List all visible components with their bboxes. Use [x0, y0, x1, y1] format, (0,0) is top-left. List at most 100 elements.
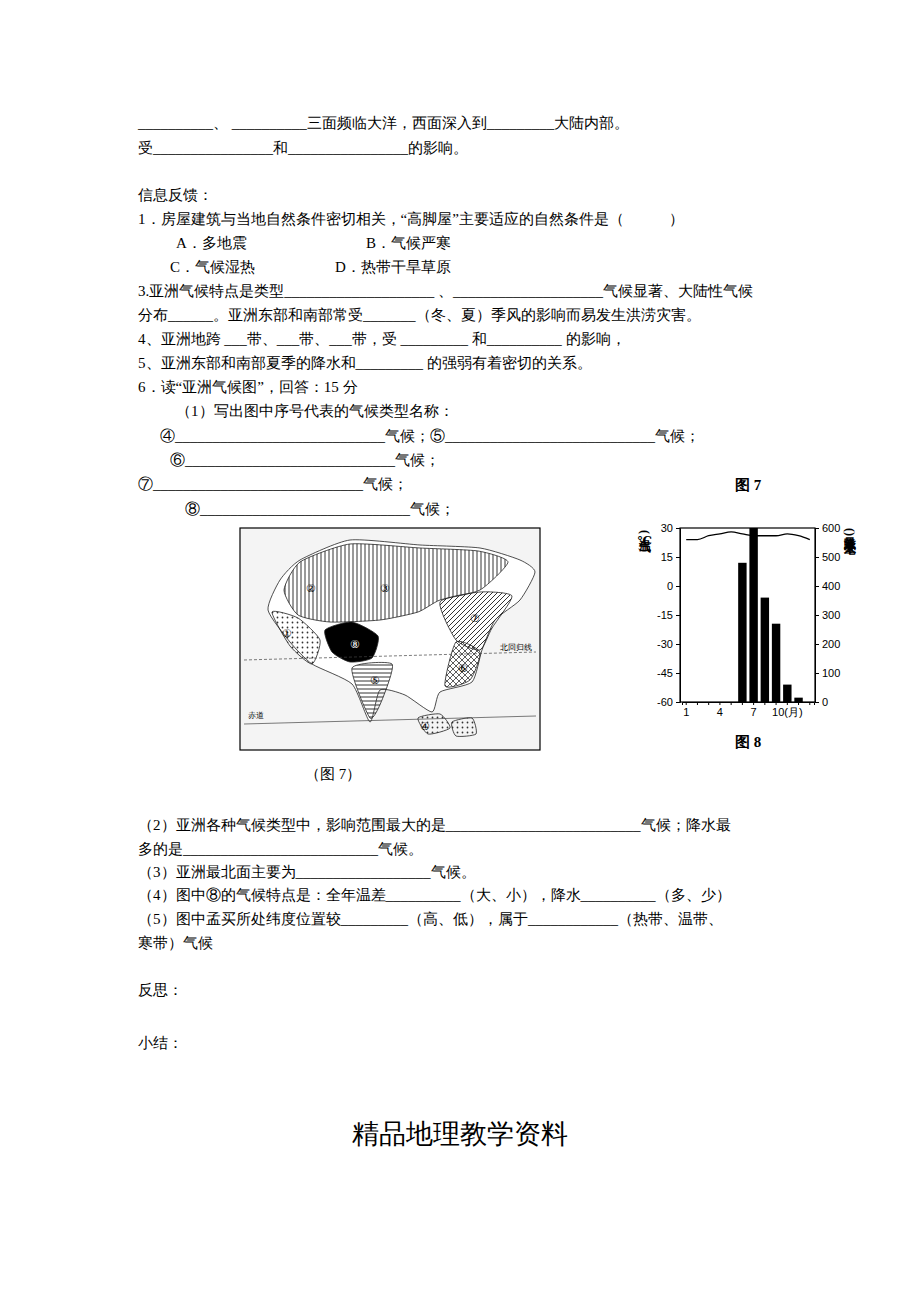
text-line: （1）写出图中序号代表的气候类型名称： [176, 403, 454, 419]
tick-mark [676, 528, 680, 529]
y-axis: -60 -45 -30 -15 0 15 30 [657, 522, 680, 708]
climate-region [325, 622, 379, 662]
tick-mark [731, 702, 732, 705]
tick: 0 [815, 696, 828, 708]
map-label: ① [282, 627, 292, 639]
tick-label: -45 [657, 667, 673, 679]
tick-mark [776, 702, 777, 705]
tick-mark [676, 644, 680, 645]
tick: 100 [815, 667, 840, 679]
map-label: ④ [420, 720, 430, 732]
figure-label: 图 7 [735, 477, 762, 493]
axis-line [676, 529, 681, 703]
tick-label: 0 [822, 696, 828, 708]
text-line: 反思： [138, 982, 183, 998]
x-axis: 1 4 7 10(月) [683, 702, 815, 718]
tick-mark [798, 702, 799, 705]
text-line: 4、亚洲地跨 ___带、___带、___带，受 _________ 和_____… [138, 331, 626, 347]
map-label: ② [306, 582, 316, 594]
tick: -30 [657, 638, 680, 650]
map-label: 北回归线 [500, 643, 532, 652]
tick-label: 500 [822, 551, 840, 563]
tick-mark [815, 586, 819, 587]
tick: -45 [657, 667, 680, 679]
tick: 4 [717, 702, 723, 718]
tick-label: 7 [751, 706, 757, 718]
chart: -60-45-30-150153001002003004005006001471… [638, 522, 857, 718]
map-label: ⑦ [470, 612, 480, 624]
tick-mark [708, 702, 709, 705]
tick-label: -60 [657, 696, 673, 708]
text-line: 1．房屋建筑与当地自然条件密切相关，“高脚屋”主要适应的自然条件是（ ） [138, 211, 684, 227]
text-line: 分布______。亚洲东部和南部常受_______（冬、夏）季风的影响而易发生洪… [138, 307, 701, 323]
bar [794, 698, 802, 702]
axis-line [683, 703, 815, 706]
tick: 30 [661, 522, 680, 534]
tick-label: 100 [822, 667, 840, 679]
climate-region [440, 592, 512, 650]
tick-mark [787, 702, 788, 705]
tick-label: 200 [822, 638, 840, 650]
text-line: ⑥____________________________气候； [170, 452, 440, 468]
text-line: __________、 __________三面频临大洋，西面深入到______… [137, 115, 629, 131]
axis-title: 降水量(毫米) [843, 528, 857, 555]
tick-label: 4 [717, 706, 723, 718]
latitude-line [244, 652, 536, 660]
tick-mark [676, 557, 680, 558]
text-line: 多的是__________________________气候。 [138, 841, 423, 857]
tick: 200 [815, 638, 840, 650]
text-line: B．气候严寒 [366, 235, 451, 251]
tick-mark [676, 615, 680, 616]
y2-axis: 0 100 200 300 400 500 600 [815, 522, 840, 708]
text-line: ⑧____________________________气候； [185, 501, 455, 517]
text-line: A．多地震 [176, 235, 247, 251]
tick-label: -15 [657, 609, 673, 621]
tick-mark [815, 557, 819, 558]
latitude-line [244, 716, 536, 724]
tick-mark [676, 702, 680, 703]
tick-mark [697, 702, 698, 705]
bar [749, 528, 757, 702]
tick-label: 15 [661, 551, 673, 563]
tick-label: 0 [667, 580, 673, 592]
map-label: ⑤ [370, 674, 380, 686]
temperature-line [686, 532, 810, 540]
tick: -15 [657, 609, 680, 621]
tick: 10(月) [772, 702, 803, 718]
tick: 300 [815, 609, 840, 621]
footer: 精品地理教学资料 [352, 1119, 568, 1149]
text-line: C．气候湿热 [170, 259, 255, 275]
tick-mark [815, 615, 819, 616]
tick: -60 [657, 696, 680, 708]
climate-region [272, 611, 320, 664]
plot-frame [680, 528, 815, 702]
tick-label: 600 [822, 522, 840, 534]
tick-mark [815, 528, 819, 529]
tick [776, 702, 777, 705]
tick: 1 [683, 702, 689, 718]
tick: 7 [751, 702, 757, 718]
tick [697, 702, 698, 705]
map-label: ⑥ [458, 662, 468, 674]
tick-mark [809, 702, 810, 705]
map-label: ⑧ [350, 638, 360, 650]
tick-mark [676, 673, 680, 674]
climate-region [445, 641, 480, 687]
tick-label: 400 [822, 580, 840, 592]
figure-label: 图 8 [735, 734, 761, 750]
text-line: 信息反馈： [138, 187, 213, 203]
tick: 600 [815, 522, 840, 534]
tick-label: -30 [657, 638, 673, 650]
tick-mark [815, 644, 819, 645]
map-label: 赤道 [248, 711, 264, 720]
tick [742, 702, 743, 705]
tick-label: 10(月) [772, 706, 803, 718]
tick: 0 [667, 580, 680, 592]
bar [783, 685, 791, 702]
text-line: 受________________和________________的影响。 [138, 140, 468, 156]
continent [268, 540, 535, 722]
tick-label: 30 [661, 522, 673, 534]
tick-mark [676, 586, 680, 587]
bar [772, 624, 780, 702]
text-line: 3.亚洲气候特点是类型____________________ 、_______… [138, 283, 753, 299]
